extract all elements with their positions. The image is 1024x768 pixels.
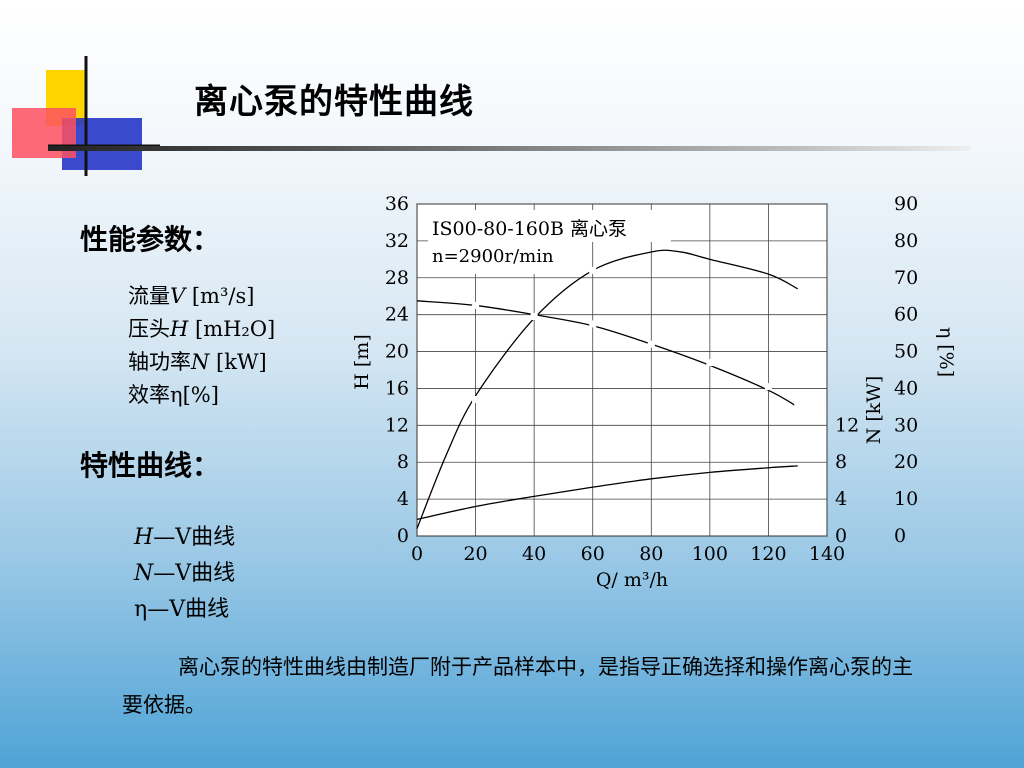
param-list: 流量V [m³/s] 压头H [mH₂O] 轴功率N [kW] 效率η[%] bbox=[128, 280, 275, 412]
eta-v-curve bbox=[416, 249, 799, 529]
h-tick-label: 32 bbox=[385, 230, 409, 252]
x-tick-label: 20 bbox=[463, 543, 487, 565]
eta-tick-label: 90 bbox=[894, 193, 918, 215]
h-tick-label: 16 bbox=[385, 377, 409, 399]
h-tick-label: 0 bbox=[397, 525, 409, 547]
n-tick-label: 4 bbox=[835, 488, 847, 510]
data-marker bbox=[472, 301, 480, 309]
h-v-curve bbox=[416, 300, 799, 408]
curve-item-h: H—V曲线 bbox=[134, 525, 236, 550]
eta-tick-label: 0 bbox=[894, 525, 906, 547]
data-marker bbox=[530, 313, 538, 321]
annotation-box-bottom bbox=[428, 242, 571, 274]
param-item-power: 轴功率N [kW] bbox=[128, 350, 267, 374]
x-tick-label: 100 bbox=[692, 543, 728, 565]
x-tick-label: 60 bbox=[581, 543, 605, 565]
n-tick-label: 12 bbox=[835, 414, 859, 436]
eta-tick-label: 80 bbox=[894, 230, 918, 252]
curve-item-eta: η—V曲线 bbox=[134, 597, 230, 622]
h-tick-label: 28 bbox=[385, 267, 409, 289]
data-marker bbox=[647, 340, 655, 348]
eta-tick-label: 60 bbox=[894, 304, 918, 326]
x-axis-label: Q/ m³/h bbox=[596, 569, 668, 591]
annotation-box-top bbox=[428, 210, 671, 242]
data-marker bbox=[472, 396, 480, 404]
param-item-efficiency: 效率η[%] bbox=[128, 383, 219, 407]
eta-tick-label: 20 bbox=[894, 451, 918, 473]
eta-tick-label: 10 bbox=[894, 488, 918, 510]
curve-list: H—V曲线 N—V曲线 η—V曲线 bbox=[134, 520, 235, 628]
data-marker bbox=[589, 320, 597, 328]
annotation-pump-model: IS00-80-160B 离心泵 bbox=[432, 218, 627, 240]
eta-tick-label: 50 bbox=[894, 341, 918, 363]
n-axis-label: N [kW] bbox=[863, 376, 885, 445]
eta-tick-label: 70 bbox=[894, 267, 918, 289]
performance-heading: 性能参数： bbox=[80, 223, 221, 256]
h-axis-label: H [m] bbox=[351, 334, 373, 389]
data-marker bbox=[589, 266, 597, 274]
h-tick-label: 24 bbox=[385, 304, 409, 326]
data-marker bbox=[794, 403, 802, 411]
h-tick-label: 36 bbox=[385, 193, 409, 215]
annotation-speed: n=2900r/min bbox=[432, 246, 554, 267]
h-tick-label: 12 bbox=[385, 414, 409, 436]
h-tick-label: 4 bbox=[397, 488, 409, 510]
x-tick-label: 80 bbox=[639, 543, 663, 565]
eta-axis-label: η [%] bbox=[935, 327, 957, 377]
slide-logo bbox=[12, 56, 160, 176]
title-underline bbox=[48, 146, 970, 151]
n-tick-label: 0 bbox=[835, 525, 847, 547]
param-item-flow: 流量V [m³/s] bbox=[128, 284, 255, 308]
x-tick-label: 0 bbox=[411, 543, 423, 565]
page-title: 离心泵的特性曲线 bbox=[194, 82, 474, 122]
x-tick-label: 140 bbox=[809, 543, 845, 565]
data-marker bbox=[706, 359, 714, 367]
x-tick-label: 40 bbox=[522, 543, 546, 565]
n-v-curve bbox=[416, 465, 798, 521]
pump-characteristic-chart: 0 20 40 60 80 100 120 1400481216202428323604812… bbox=[351, 193, 957, 591]
curves-heading: 特性曲线： bbox=[80, 449, 221, 482]
curve-item-n: N—V曲线 bbox=[134, 561, 236, 586]
description-paragraph: 离心泵的特性曲线由制造厂附于产品样本中，是指导正确选择和操作离心泵的主要依据。 bbox=[122, 655, 913, 717]
eta-tick-label: 30 bbox=[894, 414, 918, 436]
eta-tick-label: 40 bbox=[894, 377, 918, 399]
n-tick-label: 8 bbox=[835, 451, 847, 473]
param-item-head: 压头H [mH₂O] bbox=[128, 317, 276, 341]
data-marker bbox=[764, 383, 772, 391]
h-tick-label: 8 bbox=[397, 451, 409, 473]
x-tick-label: 120 bbox=[750, 543, 786, 565]
h-tick-label: 20 bbox=[385, 341, 409, 363]
